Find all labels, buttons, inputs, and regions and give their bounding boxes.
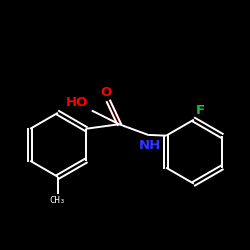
Text: HO: HO [66, 96, 88, 109]
Text: O: O [100, 86, 112, 99]
Text: F: F [196, 104, 204, 117]
Text: CH₃: CH₃ [50, 196, 66, 205]
Text: NH: NH [138, 138, 161, 151]
